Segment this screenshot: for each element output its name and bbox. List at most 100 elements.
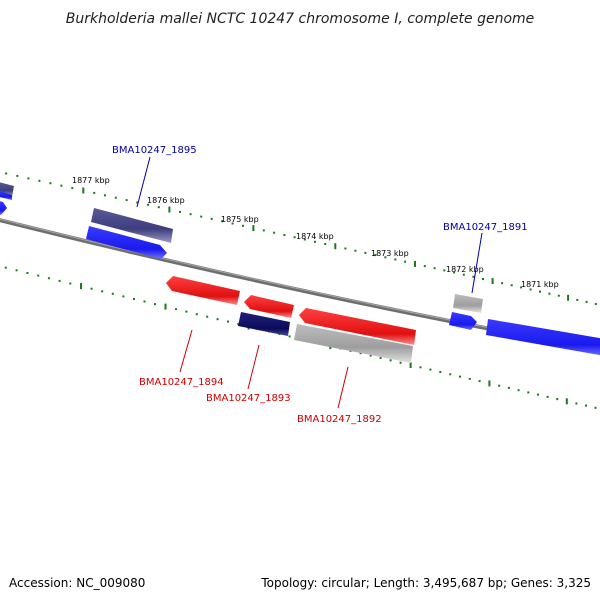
minor-tick <box>529 288 532 291</box>
minor-tick <box>26 272 29 274</box>
gene-label-plus[interactable]: BMA10247_1891 <box>443 222 528 233</box>
major-tick <box>252 225 255 232</box>
minor-tick <box>216 318 219 321</box>
gene-feature[interactable] <box>91 208 173 243</box>
minor-tick <box>433 267 436 270</box>
minor-tick <box>69 282 72 285</box>
minor-tick <box>237 323 240 326</box>
minor-tick <box>439 371 442 373</box>
gene-feature[interactable] <box>453 294 483 313</box>
gene-feature[interactable] <box>0 190 12 200</box>
minor-tick <box>71 187 74 190</box>
scale-label-1875: 1875 kbp <box>221 215 259 224</box>
minor-tick <box>189 213 192 216</box>
minor-tick <box>283 234 286 236</box>
gene-label-minus[interactable]: BMA10247_1894 <box>139 377 224 388</box>
minor-tick <box>556 398 559 401</box>
minor-tick <box>125 199 128 202</box>
minor-tick <box>231 222 234 225</box>
minor-tick <box>419 366 422 369</box>
gene-feature[interactable] <box>299 308 416 345</box>
leader-line <box>179 329 193 373</box>
scale-label-1874: 1874 kbp <box>296 232 334 241</box>
gene-feature[interactable] <box>238 312 290 336</box>
minor-tick <box>429 368 432 371</box>
gene-label-minus[interactable]: BMA10247_1892 <box>297 414 382 425</box>
minor-tick <box>210 217 213 220</box>
major-tick <box>334 243 337 250</box>
minor-tick <box>16 174 19 177</box>
major-tick <box>491 278 494 285</box>
minor-tick <box>195 313 198 316</box>
label-leaders <box>136 156 483 409</box>
minor-tick <box>498 384 501 387</box>
minor-tick <box>5 172 8 175</box>
major-tick <box>168 206 171 213</box>
minor-tick <box>262 229 265 232</box>
leader-line <box>337 366 349 409</box>
accession-text: Accession: NC_009080 <box>9 576 145 590</box>
minor-tick <box>344 247 347 250</box>
leader-line <box>247 344 260 390</box>
minor-tick <box>200 215 203 218</box>
minor-tick <box>185 310 188 313</box>
minor-tick <box>15 269 18 272</box>
minor-tick <box>576 298 579 301</box>
gene-labels: BMA10247_1895 BMA10247_1891 BMA10247_189… <box>112 145 528 425</box>
minor-tick <box>364 251 367 254</box>
minor-tick <box>273 231 276 234</box>
scale-label-1877: 1877 kbp <box>72 176 110 185</box>
major-tick <box>488 380 491 387</box>
minor-tick <box>482 278 484 280</box>
minor-tick <box>501 282 504 285</box>
minor-tick <box>510 284 513 287</box>
minor-tick <box>594 303 597 305</box>
minor-tick <box>379 357 382 359</box>
gene-feature[interactable] <box>449 312 477 330</box>
minor-tick <box>399 361 402 364</box>
leader-line <box>136 156 151 208</box>
minor-tick <box>93 191 96 194</box>
major-tick <box>409 362 412 368</box>
major-tick <box>414 260 416 267</box>
minor-tick <box>47 277 50 280</box>
minor-tick <box>478 380 481 383</box>
minor-tick <box>38 179 41 182</box>
minor-tick <box>122 295 125 298</box>
gene-feature[interactable] <box>244 295 294 318</box>
minor-tick <box>537 393 539 396</box>
gene-feature[interactable] <box>486 319 600 356</box>
major-tick <box>82 187 85 194</box>
minor-tick <box>111 292 114 295</box>
gene-feature[interactable] <box>166 276 240 305</box>
minor-tick <box>303 238 306 241</box>
minor-tick <box>462 273 465 276</box>
minor-tick <box>101 290 104 293</box>
map-title: Burkholderia mallei NCTC 10247 chromosom… <box>66 11 535 27</box>
minor-tick <box>90 287 93 290</box>
leader-line <box>471 232 483 294</box>
minor-tick <box>293 236 296 239</box>
major-tick <box>164 303 167 310</box>
minor-tick <box>374 254 377 257</box>
minor-tick <box>314 240 316 243</box>
gene-feature[interactable] <box>0 200 7 215</box>
scale-label-1871: 1871 kbp <box>521 280 559 289</box>
major-tick <box>565 398 568 405</box>
minor-tick <box>423 265 426 268</box>
minor-tick <box>468 377 471 380</box>
gene-label-plus[interactable]: BMA10247_1895 <box>112 145 197 156</box>
minor-tick <box>37 274 40 277</box>
minor-tick <box>585 300 588 303</box>
minor-tick <box>4 266 7 269</box>
gene-feature[interactable] <box>294 324 413 363</box>
minor-tick <box>221 220 224 223</box>
minor-tick <box>585 404 587 407</box>
major-tick <box>80 283 82 290</box>
gene-label-minus[interactable]: BMA10247_1893 <box>206 393 291 404</box>
gene-feature[interactable] <box>86 226 167 259</box>
outer-tick-ring <box>5 172 597 305</box>
minus-strand-genes <box>166 276 416 363</box>
